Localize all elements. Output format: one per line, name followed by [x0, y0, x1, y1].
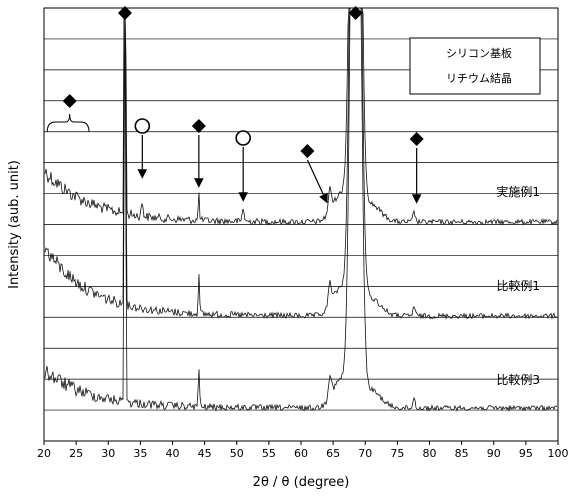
x-tick-label: 80: [423, 447, 437, 460]
x-ticks: 20 25 30 35 40 45 50 55 60 65 70 75 80 85 90 95 100: [37, 441, 569, 460]
lithium-peak-marker: [135, 119, 149, 133]
series-labels: 実施例1 比較例1 比較例3: [496, 184, 540, 387]
x-axis-title: 2θ / θ (degree): [253, 475, 350, 490]
x-tick-label: 70: [358, 447, 372, 460]
range-bracket: [47, 114, 89, 132]
series-label: 実施例1: [496, 184, 540, 199]
series-label: 比較例3: [496, 372, 540, 387]
x-tick-label: 25: [69, 447, 83, 460]
legend-label: シリコン基板: [446, 46, 512, 60]
x-tick-label: 85: [455, 447, 469, 460]
silicon-peak-marker: [192, 119, 206, 133]
annotation-layer: [47, 6, 439, 199]
x-tick-label: 55: [262, 447, 276, 460]
x-tick-label: 90: [487, 447, 501, 460]
silicon-peak-marker: [63, 94, 77, 108]
x-tick-label: 95: [519, 447, 533, 460]
x-tick-label: 30: [101, 447, 115, 460]
x-tick-label: 45: [198, 447, 212, 460]
legend-label: リチウム結晶: [446, 71, 512, 85]
x-tick-label: 75: [390, 447, 404, 460]
x-tick-label: 100: [548, 447, 569, 460]
x-tick-label: 35: [133, 447, 147, 460]
x-tick-label: 40: [166, 447, 180, 460]
x-tick-label: 20: [37, 447, 51, 460]
legend: シリコン基板リチウム結晶: [410, 38, 540, 94]
series-label: 比較例1: [496, 278, 540, 293]
x-tick-label: 50: [230, 447, 244, 460]
x-tick-label: 60: [294, 447, 308, 460]
y-axis-title: Intensity (aub. unit): [7, 160, 22, 289]
x-tick-label: 65: [326, 447, 340, 460]
lithium-peak-marker: [236, 131, 250, 145]
grid-lines: [44, 39, 558, 410]
silicon-peak-marker: [410, 132, 424, 146]
peak-arrow: [307, 160, 325, 199]
silicon-peak-marker: [300, 144, 314, 158]
